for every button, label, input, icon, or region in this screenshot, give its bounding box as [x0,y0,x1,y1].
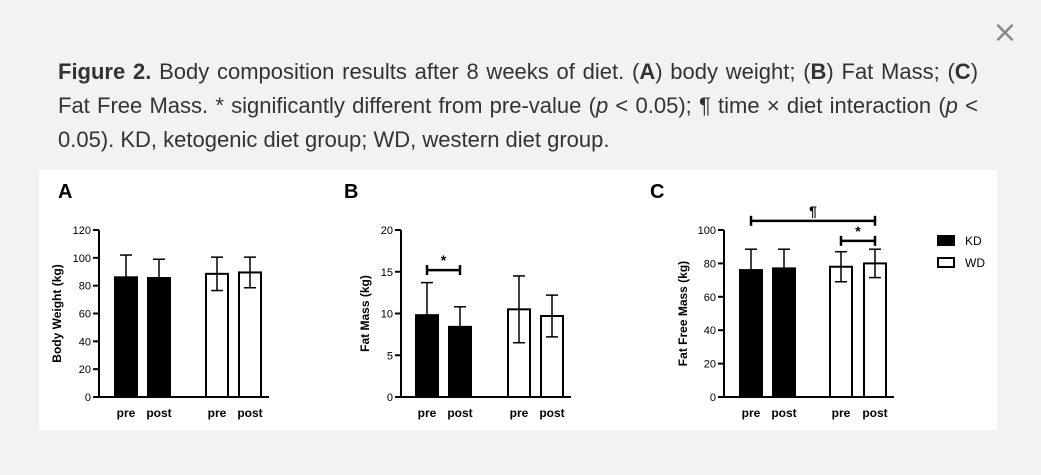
panel-b-y-tick-label: 20 [381,225,393,237]
panel-a-y-tick-label: 40 [79,336,91,348]
legend-label-wd: WD [965,256,985,270]
close-icon[interactable]: × [992,15,1018,50]
panel-a-y-label: Body Weight (kg) [50,264,64,362]
panel-c-y-tick-label: 40 [704,325,716,337]
panel-a-bar [147,277,171,398]
caption-text: ) Fat Mass; ( [826,59,955,84]
panel-b-significance-label: * [441,252,447,268]
panel-c-y-tick-label: 0 [710,392,716,404]
caption-p-symbol: p [595,93,609,118]
panel-c-x-tick-label: post [862,406,887,420]
panel-c-y-tick-label: 80 [704,258,716,270]
caption-text: ) body weight; ( [655,59,811,84]
figure-caption: Figure 2. Body composition results after… [58,55,978,157]
panel-a-y-tick-label: 120 [73,225,91,237]
figure-label: Figure 2. [58,59,152,84]
panel-c-bar [772,267,796,398]
panel-b-x-tick-label: pre [510,406,529,420]
panel-a-label: A [58,181,72,203]
panel-c-x-tick-label: post [771,406,796,420]
panel-c-x-tick-label: pre [832,406,851,420]
panel-a-y-tick-label: 80 [79,281,91,293]
figure-image: A 0 20 40 60 80 100 120 Body Weight (kg) pre post p… [39,170,997,430]
caption-text: < 0.05). KD, ketogenic diet group; WD, w… [58,93,978,152]
panel-c-y-label: Fat Free Mass (kg) [676,261,690,366]
panel-a-y-tick-label: 60 [79,309,91,321]
panel-a-bar [238,271,262,398]
panel-b-bar [415,314,439,398]
panel-b-x-tick-label: pre [418,406,437,420]
panel-a-x-tick-label: pre [117,406,136,420]
panel-c-bar [863,262,887,399]
panel-c-y-tick-label: 60 [704,292,716,304]
legend-label-kd: KD [965,234,982,248]
panel-c-bar [739,269,763,398]
panel-a-x-tick-label: post [237,406,262,420]
panel-a-x-tick-label: post [146,406,171,420]
panel-b-y-tick-label: 0 [387,392,393,404]
caption-p-symbol: p [945,93,958,118]
caption-text: < 0.05); ¶ time × diet interaction ( [608,93,946,118]
panel-a-bar [205,272,229,398]
legend-swatch-wd [937,257,955,268]
panel-b-bar [448,325,472,398]
panel-b-x-tick-label: post [447,406,472,420]
panel-c-y-tick-label: 20 [704,359,716,371]
panel-c-label: C [650,181,664,203]
panel-b-y-tick-label: 15 [381,267,393,279]
caption-panel-a: A [639,59,656,84]
panel-a-y-tick-label: 20 [79,364,91,376]
panel-a-y-tick-label: 0 [85,392,91,404]
panel-a-y-tick-label: 100 [73,253,91,265]
panel-c-x-tick-label: pre [742,406,761,420]
legend-swatch-kd [937,235,955,246]
caption-panel-b: B [810,59,827,84]
panel-b-x-tick-label: post [539,406,564,420]
panel-b-label: B [344,181,358,203]
panel-c-y-tick-label: 100 [698,225,716,237]
panel-c-significance-label: * [855,223,861,239]
panel-b-y-tick-label: 5 [387,350,393,362]
panel-c-bar [829,265,853,398]
caption-text: ) Fat Free Mass. * significantly differe… [58,59,979,118]
panel-b-y-label: Fat Mass (kg) [358,275,372,352]
panel-a-x-tick-label: pre [208,406,227,420]
caption-text: Body composition results after 8 weeks o… [151,59,640,84]
panel-c-significance-label: ¶ [809,203,817,219]
panel-b-y-tick-label: 10 [381,309,393,321]
panel-a-bar [114,276,138,398]
caption-panel-c: C [954,59,971,84]
